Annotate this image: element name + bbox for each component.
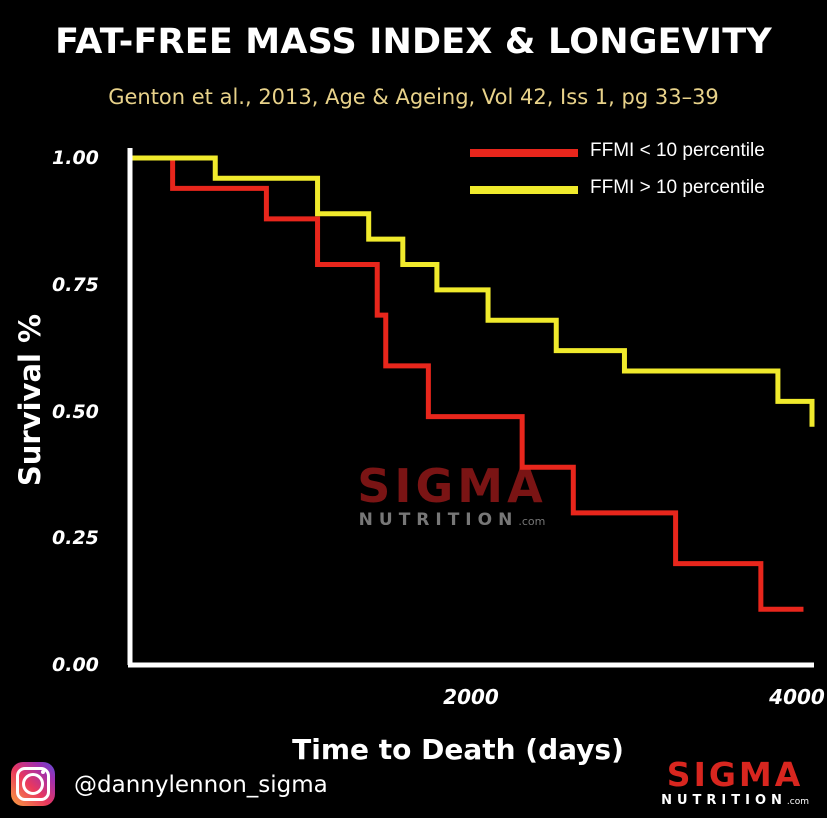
chart-subtitle: Genton et al., 2013, Age & Ageing, Vol 4… [108, 85, 719, 109]
instagram-handle[interactable]: @dannylennon_sigma [74, 772, 328, 798]
chart-title: FAT-FREE MASS INDEX & LONGEVITY [55, 22, 772, 62]
logo-brand: SIGMA [666, 755, 804, 794]
y-tick-label: 0.00 [52, 654, 99, 676]
instagram-icon-frame [16, 767, 50, 801]
watermark-sub: NUTRITION.com [322, 510, 582, 530]
instagram-icon[interactable] [11, 762, 55, 806]
x-tick-label: 4000 [769, 685, 825, 709]
series-line-ffmi-below-10 [130, 155, 804, 612]
footer: @dannylennon_sigma SIGMA NUTRITION.com [0, 755, 827, 818]
y-tick-label: 0.50 [52, 400, 99, 423]
logo-suffix: .com [786, 797, 809, 807]
series-line-ffmi-above-10 [130, 155, 815, 427]
sigma-logo: SIGMA NUTRITION.com [661, 755, 809, 809]
watermark-sub-text: NUTRITION [358, 510, 519, 530]
watermark: SIGMA NUTRITION.com [322, 462, 582, 530]
instagram-icon-dot [41, 770, 45, 774]
logo-sub: NUTRITION.com [661, 793, 809, 808]
legend-label-red: FFMI < 10 percentile [590, 140, 765, 161]
instagram-icon-lens [22, 773, 44, 795]
watermark-suffix: .com [518, 515, 546, 528]
y-tick-label: 0.75 [52, 273, 99, 296]
x-tick-label: 2000 [443, 685, 499, 709]
y-tick-label: 0.25 [52, 527, 99, 550]
legend-swatch-yellow [470, 186, 578, 194]
legend-label-yellow: FFMI > 10 percentile [590, 177, 765, 198]
y-tick-label: 1.00 [52, 147, 99, 169]
survival-chart [127, 148, 815, 668]
logo-sub-text: NUTRITION [661, 793, 787, 808]
x-axis-label: Time to Death (days) [292, 733, 624, 766]
legend-swatch-red [470, 149, 578, 157]
watermark-brand: SIGMA [357, 459, 547, 513]
